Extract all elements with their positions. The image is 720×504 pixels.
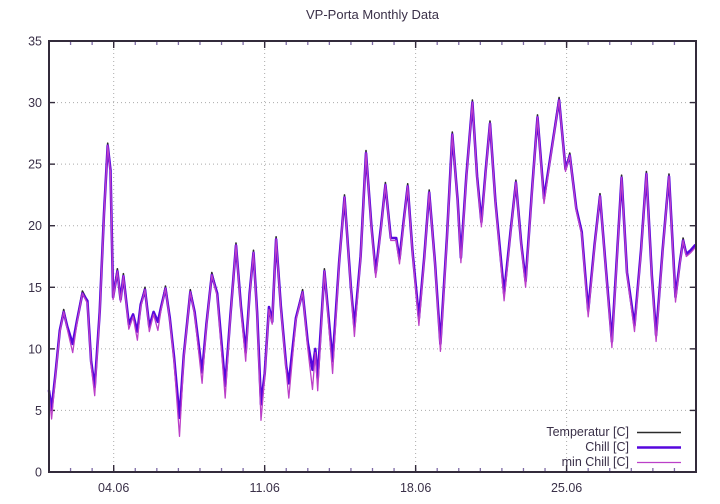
series-line-min-chill-c — [48, 99, 696, 437]
legend-label-chill: Chill [C] — [585, 440, 629, 454]
y-tick-label: 10 — [28, 342, 42, 356]
legend: Temperatur [C] Chill [C] min Chill [C] — [546, 425, 681, 469]
legend-item-temperatur: Temperatur [C] — [546, 425, 681, 439]
y-tick-label: 30 — [28, 96, 42, 110]
legend-label-temperatur: Temperatur [C] — [546, 425, 629, 439]
plot-border — [48, 40, 697, 473]
x-tick-label: 25.06 — [551, 481, 582, 495]
y-tick-label: 15 — [28, 281, 42, 295]
series-line-temperatur-c — [48, 96, 696, 419]
legend-label-min-chill: min Chill [C] — [561, 455, 629, 469]
y-tick-label: 25 — [28, 158, 42, 172]
min-chill-line-swatch-icon — [637, 461, 681, 463]
y-tick-label: 20 — [28, 219, 42, 233]
x-tick-label: 11.06 — [249, 481, 279, 495]
y-tick-label: 0 — [35, 466, 42, 480]
y-tick-label: 5 — [35, 404, 42, 418]
temperatur-line-swatch-icon — [637, 431, 681, 433]
y-tick-label: 35 — [28, 35, 42, 49]
x-tick-label: 18.06 — [400, 481, 431, 495]
series-line-chill-c — [47, 98, 697, 420]
x-tick-label: 04.06 — [98, 481, 129, 495]
chart-title: VP-Porta Monthly Data — [306, 7, 439, 22]
legend-item-min-chill: min Chill [C] — [562, 455, 681, 469]
chill-line-swatch-icon — [637, 445, 681, 449]
legend-item-chill: Chill [C] — [585, 440, 681, 454]
